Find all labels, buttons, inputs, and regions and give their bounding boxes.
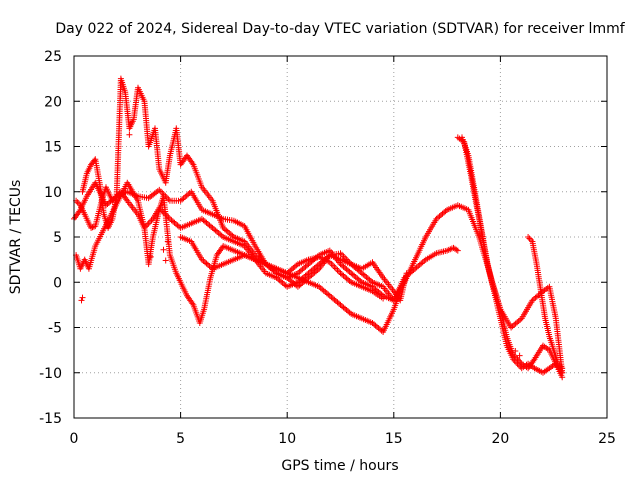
data-point [397,288,404,295]
data-point [79,294,86,301]
data-point [147,253,154,260]
data-point [88,224,95,231]
data-point [559,365,566,372]
data-point [513,359,519,366]
y-axis-label: SDTVAR / TECUs [8,180,24,295]
x-tick-label: 10 [278,431,296,447]
data-point [454,247,461,254]
y-tick-label: 20 [44,94,62,110]
data-point [514,360,521,367]
y-tick-label: -10 [39,366,62,382]
data-point [89,224,96,231]
data-point [144,221,151,228]
y-tick-label: 5 [53,230,62,246]
data-point [516,352,523,359]
data-point [380,295,387,302]
data-point [160,246,167,253]
data-point [147,218,153,225]
data-point [78,297,85,304]
x-tick-label: 5 [176,431,185,447]
data-point [526,235,533,242]
x-axis-label: GPS time / hours [281,458,398,474]
y-tick-label: 25 [44,49,62,65]
data-point [74,199,81,206]
data-point [126,131,133,138]
y-tick-label: 10 [44,185,62,201]
data-point [525,234,532,240]
x-tick-label: 20 [491,431,509,447]
data-point [403,270,410,277]
y-tick-label: -5 [48,321,62,337]
y-tick-label: 0 [53,275,62,291]
x-tick-label: 15 [385,431,403,447]
x-tick-label: 25 [598,431,616,447]
chart-title: Day 022 of 2024, Sidereal Day-to-day VTE… [55,21,625,37]
data-points [71,75,566,381]
data-point [164,238,171,245]
axis-ticks: 0 5 10 15 20 25 -15 -10 -5 0 5 10 15 20 25 [39,49,616,447]
x-tick-label: 0 [70,431,79,447]
y-tick-label: 15 [44,140,62,156]
data-point [162,257,169,264]
data-point [512,348,519,354]
y-tick-label: -15 [39,411,62,427]
